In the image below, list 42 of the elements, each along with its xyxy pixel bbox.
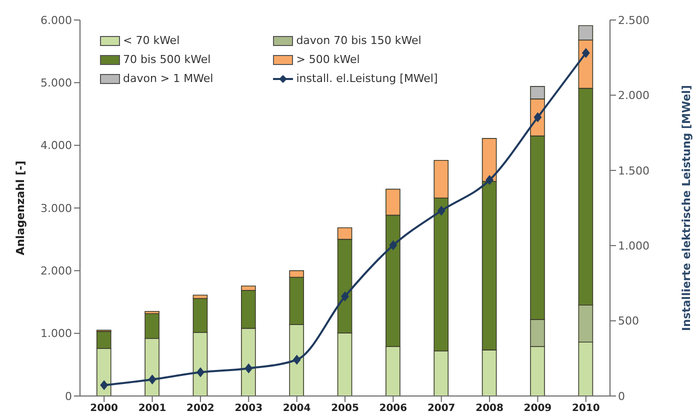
y-tick-label: 1.000 xyxy=(40,327,72,340)
y2-tick-label: 1.000 xyxy=(618,240,650,253)
x-tick-label: 2003 xyxy=(234,403,263,414)
x-tick-label: 2009 xyxy=(524,403,552,414)
x-tick-label: 2001 xyxy=(138,403,166,414)
y-tick-label: 0 xyxy=(65,390,72,403)
x-tick-label: 2004 xyxy=(282,403,311,414)
y-tick-label: 6.000 xyxy=(40,14,72,27)
y2-tick-label: 1.500 xyxy=(618,164,650,178)
x-tick-label: 2002 xyxy=(186,403,214,414)
point xyxy=(437,206,446,216)
y2-axis-title: Installierte elektrische Leistung [MWel] xyxy=(680,85,693,331)
legend-label: 70 bis 500 kWel xyxy=(123,53,211,66)
y-tick-label: 2.000 xyxy=(40,264,72,278)
legend-label: install. el.Leistung [MWel] xyxy=(296,72,438,85)
y-tick-label: 4.000 xyxy=(40,139,72,152)
point xyxy=(292,354,301,365)
y2-tick-label: 2.500 xyxy=(618,14,650,27)
point xyxy=(341,291,349,302)
y2-tick-label: 2.000 xyxy=(618,89,650,102)
point xyxy=(486,175,494,186)
point xyxy=(148,374,156,384)
y-axis-title: Anlagenzahl [-] xyxy=(14,160,27,256)
point xyxy=(196,367,204,378)
legend-label: davon 70 bis 150 kWel xyxy=(296,34,422,47)
y2-tick-label: 500 xyxy=(618,314,639,328)
y-tick-label: 3.000 xyxy=(40,202,72,215)
y-tick-label: 5.000 xyxy=(40,76,72,90)
legend-label: > 500 kWel xyxy=(296,53,360,66)
x-tick-label: 2006 xyxy=(379,403,408,414)
point xyxy=(100,380,108,390)
legend-label: < 70 kWel xyxy=(123,34,180,47)
x-tick-label: 2008 xyxy=(476,403,504,414)
x-tick-label: 2007 xyxy=(427,403,456,414)
point xyxy=(389,240,398,250)
x-tick-label: 2005 xyxy=(331,403,359,414)
x-tick-label: 2000 xyxy=(90,403,118,414)
x-tick-label: 2010 xyxy=(572,403,600,414)
point xyxy=(244,363,253,374)
point xyxy=(582,48,590,58)
legend-label: davon > 1 MWel xyxy=(123,72,214,85)
y2-tick-label: 0 xyxy=(618,390,625,403)
